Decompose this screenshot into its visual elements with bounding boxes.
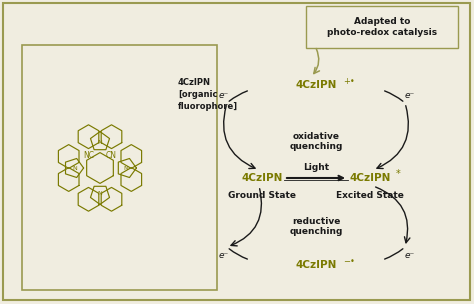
Text: N: N bbox=[98, 140, 102, 145]
Text: −•: −• bbox=[343, 257, 355, 265]
Text: 4CzIPN: 4CzIPN bbox=[295, 80, 337, 90]
Text: Adapted to
photo-redox catalysis: Adapted to photo-redox catalysis bbox=[327, 17, 437, 37]
FancyBboxPatch shape bbox=[306, 6, 458, 48]
Text: N: N bbox=[98, 191, 102, 196]
Text: CN: CN bbox=[106, 151, 117, 161]
Text: +•: +• bbox=[343, 77, 355, 85]
Text: e⁻: e⁻ bbox=[405, 250, 415, 260]
Text: *: * bbox=[396, 169, 401, 179]
Text: N: N bbox=[72, 165, 77, 171]
FancyBboxPatch shape bbox=[22, 45, 217, 290]
Text: e⁻: e⁻ bbox=[219, 91, 229, 99]
Text: NC: NC bbox=[83, 151, 94, 161]
Text: 4CzIPN: 4CzIPN bbox=[349, 173, 391, 183]
Text: reductive
quenching: reductive quenching bbox=[289, 217, 343, 236]
Text: 4CzIPN: 4CzIPN bbox=[241, 173, 283, 183]
Text: e⁻: e⁻ bbox=[219, 250, 229, 260]
Text: Excited State: Excited State bbox=[336, 191, 404, 200]
Text: N: N bbox=[123, 165, 128, 171]
Text: Ground State: Ground State bbox=[228, 191, 296, 200]
Text: 4CzIPN
[organic
fluorophore]: 4CzIPN [organic fluorophore] bbox=[178, 78, 238, 111]
Text: Light: Light bbox=[303, 164, 329, 172]
Text: 4CzIPN: 4CzIPN bbox=[295, 260, 337, 270]
Text: oxidative
quenching: oxidative quenching bbox=[289, 132, 343, 151]
Text: e⁻: e⁻ bbox=[405, 91, 415, 99]
